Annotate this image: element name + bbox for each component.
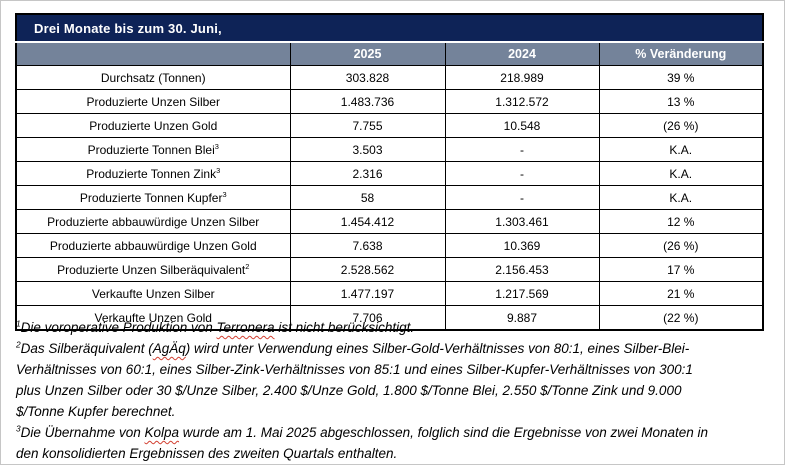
cell-change: K.A.	[598, 161, 764, 186]
table-row: Produzierte abbauwürdige Unzen Silber 1.4…	[15, 209, 764, 234]
cell-2024: 218.989	[444, 65, 600, 90]
cell-2025: 7.755	[289, 113, 446, 138]
cell-2025: 1.477.197	[289, 281, 446, 306]
table-row: Produzierte Unzen Silberäquivalent2 2.528…	[15, 257, 764, 282]
table-title: Drei Monate bis zum 30. Juni,	[16, 14, 764, 43]
cell-label: Produzierte Unzen Gold	[15, 113, 291, 138]
table-row: Produzierte Tonnen Zink3 2.316- K.A.	[15, 161, 764, 186]
cell-label: Verkaufte Unzen Silber	[15, 281, 291, 306]
footnote-ref: 3	[222, 189, 227, 199]
cell-change: 21 %	[598, 281, 764, 306]
column-header-metric	[15, 41, 291, 66]
table-container: Drei Monate bis zum 30. Juni, 2025 2024 …	[15, 13, 765, 331]
table-row: Produzierte Unzen Gold 7.755 10.548 (26 %)	[15, 113, 764, 138]
production-results-table: Drei Monate bis zum 30. Juni, 2025 2024 …	[15, 13, 765, 331]
footnote-superscript: 3	[16, 423, 21, 434]
table-row: Produzierte Tonnen Kupfer3 58- K.A.	[15, 185, 764, 210]
table-body: Durchsatz (Tonnen) 303.828 218.989 39 % Prod…	[15, 65, 764, 331]
cell-change: (26 %)	[598, 113, 764, 138]
cell-change: 17 %	[598, 257, 764, 282]
cell-2025: 2.528.562	[289, 257, 446, 282]
table-title-row: Drei Monate bis zum 30. Juni,	[16, 14, 764, 43]
cell-change: 13 %	[598, 89, 764, 114]
cell-2024: 9.887	[444, 305, 600, 331]
cell-2024: 1.303.461	[444, 209, 600, 234]
cell-change: 39 %	[598, 65, 764, 90]
cell-label: Produzierte Unzen Silberäquivalent2	[15, 257, 291, 282]
cell-label: Produzierte Tonnen Blei3	[15, 137, 291, 162]
column-header-2025: 2025	[289, 41, 446, 66]
table-row: Produzierte Unzen Silber 1.483.736 1.312.5…	[15, 89, 764, 114]
cell-2024: -	[444, 161, 600, 186]
cell-2024: 1.217.569	[444, 281, 600, 306]
cell-2024: 10.369	[444, 233, 600, 258]
footnote: 1Die voroperative Produktion von Terrone…	[16, 318, 415, 335]
cell-label: Produzierte abbauwürdige Unzen Silber	[15, 209, 291, 234]
column-header-change: % Veränderung	[598, 41, 764, 66]
table-header-row: 2025 2024 % Veränderung	[15, 41, 764, 66]
footnote-ref: 3	[216, 165, 221, 175]
cell-2025: 2.316	[289, 161, 446, 186]
table-row: Verkaufte Unzen Silber 1.477.197 1.217.569…	[15, 281, 764, 306]
footnote-superscript: 2	[16, 339, 21, 350]
cell-change: 12 %	[598, 209, 764, 234]
cell-change: (22 %)	[598, 305, 764, 331]
misspelled-word: Kolpa	[144, 425, 180, 440]
cell-change: (26 %)	[598, 233, 764, 258]
cell-label: Produzierte Tonnen Kupfer3	[15, 185, 291, 210]
table-row: Produzierte Tonnen Blei3 3.503- K.A.	[15, 137, 764, 162]
cell-label: Durchsatz (Tonnen)	[15, 65, 291, 90]
cell-2025: 1.454.412	[289, 209, 446, 234]
cell-2024: 10.548	[444, 113, 600, 138]
cell-2025: 1.483.736	[289, 89, 446, 114]
cell-label: Produzierte Tonnen Zink3	[15, 161, 291, 186]
footnote-ref: 3	[214, 141, 219, 151]
misspelled-word: AgÄq	[152, 341, 186, 356]
footnote-ref: 2	[245, 261, 250, 271]
cell-label: Verkaufte Unzen Gold	[15, 305, 291, 331]
cell-change: K.A.	[598, 185, 764, 210]
cell-2025: 303.828	[289, 65, 446, 90]
cell-2025: 58	[289, 185, 446, 210]
table-row: Durchsatz (Tonnen) 303.828 218.989 39 %	[15, 65, 764, 90]
footnote: 2Das Silberäquivalent (AgÄq) wird unter …	[16, 339, 693, 419]
cell-2025: 7.638	[289, 233, 446, 258]
cell-2024: 2.156.453	[444, 257, 600, 282]
column-header-2024: 2024	[444, 41, 600, 66]
table-row: Verkaufte Unzen Gold 7.706 9.887 (22 %)	[15, 305, 764, 331]
cell-label: Produzierte abbauwürdige Unzen Gold	[15, 233, 291, 258]
cell-2024: 1.312.572	[444, 89, 600, 114]
footnotes: 1Die voroperative Produktion von Terrone…	[16, 317, 781, 464]
cell-label: Produzierte Unzen Silber	[15, 89, 291, 114]
footnote: 3Die Übernahme von Kolpa wurde am 1. Mai…	[16, 423, 709, 461]
cell-2024: -	[444, 185, 600, 210]
table-row: Produzierte abbauwürdige Unzen Gold 7.638…	[15, 233, 764, 258]
cell-change: K.A.	[598, 137, 764, 162]
cell-2024: -	[444, 137, 600, 162]
cell-2025: 3.503	[289, 137, 446, 162]
footnote-superscript: 1	[16, 318, 21, 329]
misspelled-word: Terronera	[216, 320, 275, 335]
